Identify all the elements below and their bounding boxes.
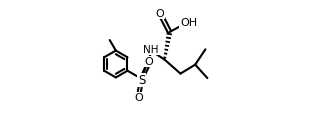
Text: O: O xyxy=(134,93,143,103)
Text: NH: NH xyxy=(143,45,159,55)
Text: OH: OH xyxy=(180,18,197,28)
Text: O: O xyxy=(156,9,164,19)
Text: S: S xyxy=(138,74,145,87)
Text: O: O xyxy=(144,57,153,67)
